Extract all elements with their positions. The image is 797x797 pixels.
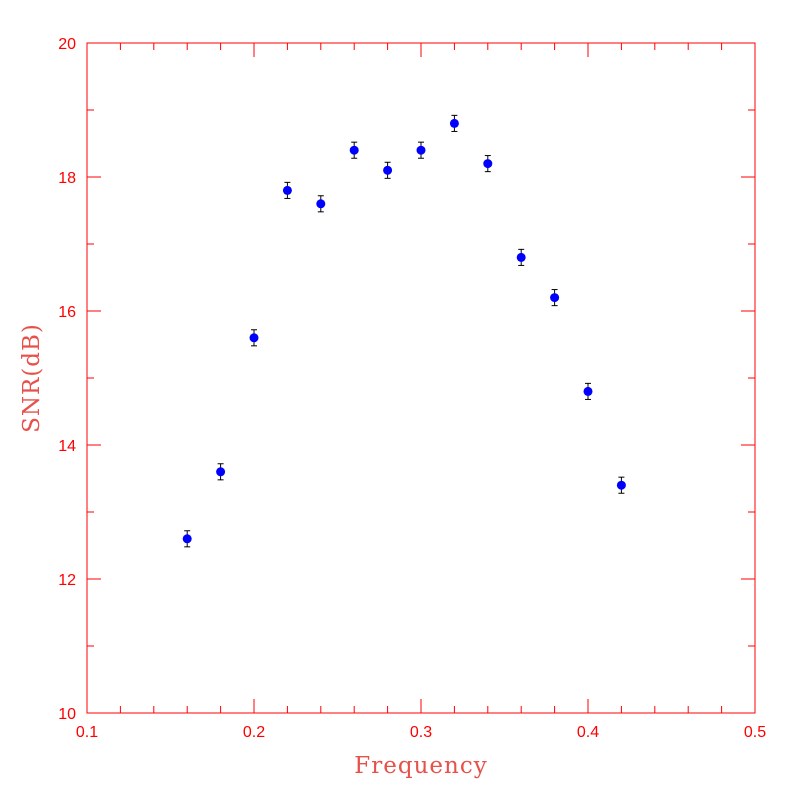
x-tick-label: 0.3: [410, 724, 432, 741]
y-tick-labels: 10 12 14 16 18 20: [58, 36, 76, 723]
data-point: [416, 145, 426, 155]
y-tick-label: 12: [58, 572, 76, 589]
data-point: [282, 185, 292, 195]
y-tick-label: 10: [58, 706, 76, 723]
data-point: [349, 145, 359, 155]
x-tick-labels: 0.1 0.2 0.3 0.4 0.5: [76, 724, 766, 741]
data-point: [516, 252, 526, 262]
y-tick-label: 18: [58, 170, 76, 187]
y-tick-label: 16: [58, 304, 76, 321]
x-tick-label: 0.1: [76, 724, 98, 741]
data-point: [216, 467, 226, 477]
y-tick-label: 20: [58, 36, 76, 53]
x-tick-label: 0.2: [243, 724, 265, 741]
data-point: [249, 333, 259, 343]
y-tick-label: 14: [58, 438, 76, 455]
data-point: [583, 386, 593, 396]
data-point: [483, 159, 493, 169]
x-tick-label: 0.4: [577, 724, 599, 741]
x-tick-label: 0.5: [744, 724, 766, 741]
data-point: [616, 480, 626, 490]
data-point: [383, 165, 393, 175]
data-point: [550, 293, 560, 303]
x-axis-title: Frequency: [354, 753, 487, 779]
data-point: [182, 534, 192, 544]
y-axis-title: SNR(dB): [19, 323, 45, 433]
data-point: [316, 199, 326, 209]
data-point: [449, 118, 459, 128]
data-points: [182, 114, 626, 548]
axis-ticks: [86, 42, 756, 714]
